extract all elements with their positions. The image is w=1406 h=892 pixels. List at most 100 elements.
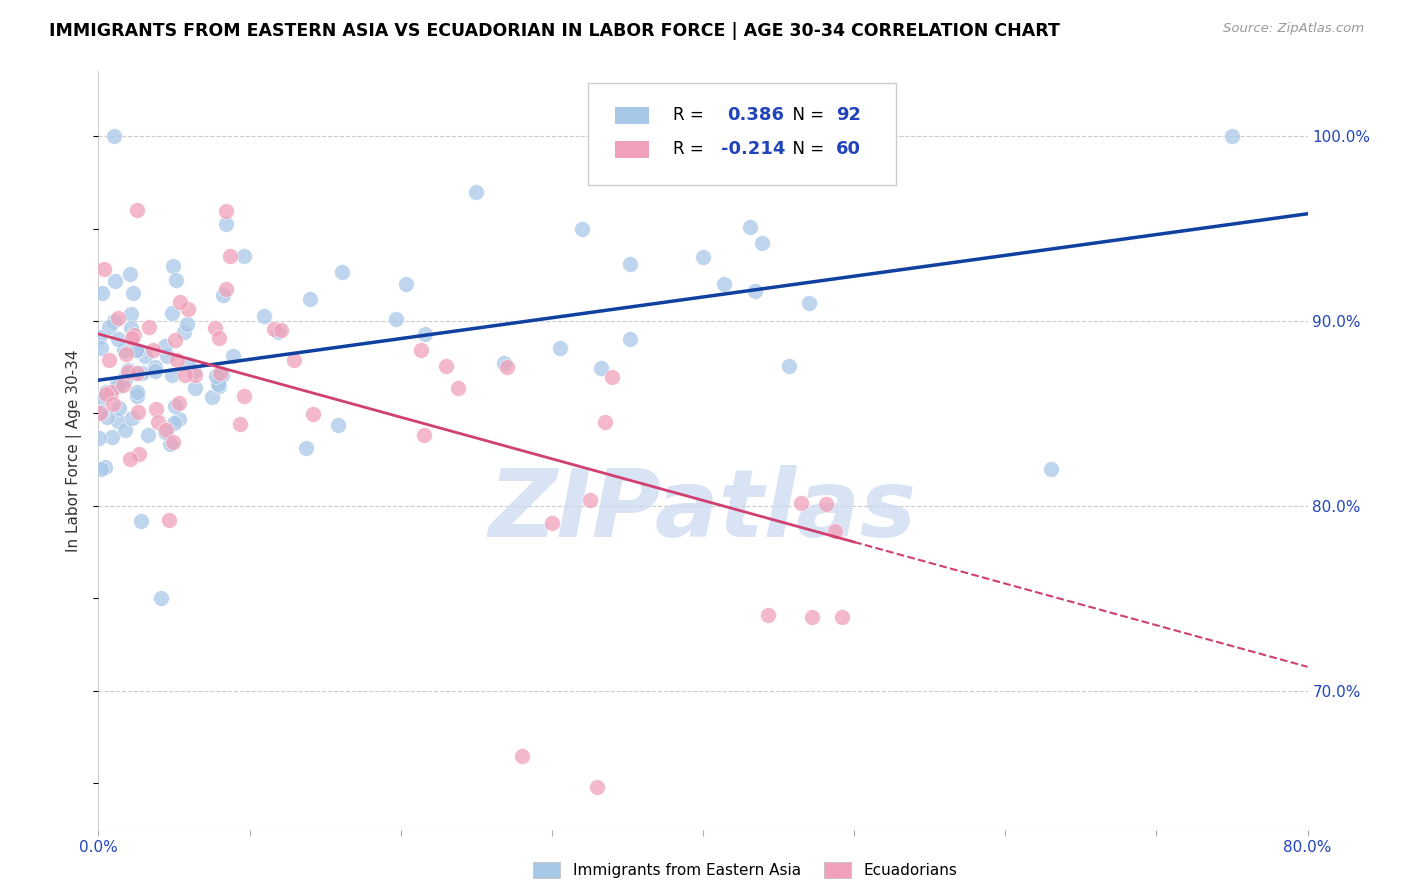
Point	[101, 397, 124, 411]
Point	[571, 221, 593, 235]
Point	[163, 333, 186, 347]
Point	[103, 314, 125, 328]
Text: N =: N =	[782, 106, 830, 124]
Point	[385, 312, 408, 326]
Point	[1220, 129, 1243, 144]
Point	[89, 330, 111, 344]
Point	[122, 327, 145, 342]
Point	[128, 447, 150, 461]
Point	[222, 349, 245, 363]
Point	[117, 365, 139, 379]
Point	[107, 311, 129, 326]
Point	[326, 417, 349, 432]
Point	[157, 513, 180, 527]
Point	[165, 272, 187, 286]
FancyBboxPatch shape	[614, 141, 650, 158]
Point	[146, 416, 169, 430]
Point	[127, 202, 149, 217]
Point	[96, 409, 118, 424]
Point	[295, 442, 318, 456]
Legend: Immigrants from Eastern Asia, Ecuadorians: Immigrants from Eastern Asia, Ecuadorian…	[527, 856, 963, 884]
Point	[127, 366, 149, 380]
Point	[125, 343, 148, 357]
FancyBboxPatch shape	[614, 107, 650, 124]
Point	[205, 369, 228, 384]
Point	[778, 359, 800, 373]
Point	[155, 423, 177, 437]
Point	[87, 431, 110, 445]
Point	[142, 343, 165, 357]
Point	[159, 437, 181, 451]
Point	[253, 309, 276, 323]
Point	[125, 389, 148, 403]
Point	[413, 428, 436, 442]
Point	[409, 343, 432, 357]
Text: N =: N =	[782, 140, 830, 159]
Point	[165, 399, 187, 413]
Point	[167, 396, 190, 410]
Point	[153, 425, 176, 439]
Point	[211, 288, 233, 302]
Point	[127, 384, 149, 399]
Point	[107, 332, 129, 346]
Point	[107, 379, 129, 393]
Point	[298, 292, 321, 306]
Point	[107, 401, 129, 415]
Point	[602, 370, 624, 384]
Point	[176, 317, 198, 331]
Point	[134, 350, 156, 364]
Point	[100, 384, 122, 399]
Point	[183, 368, 205, 383]
Point	[495, 360, 517, 375]
Point	[204, 320, 226, 334]
Point	[90, 405, 112, 419]
Point	[434, 359, 457, 373]
Point	[107, 414, 129, 428]
Text: Source: ZipAtlas.com: Source: ZipAtlas.com	[1223, 22, 1364, 36]
Point	[579, 492, 602, 507]
Point	[162, 259, 184, 273]
Point	[756, 607, 779, 622]
Point	[233, 389, 256, 403]
Point	[149, 591, 172, 606]
Point	[105, 377, 128, 392]
Point	[183, 364, 205, 378]
Point	[121, 331, 143, 345]
Point	[163, 416, 186, 430]
Point	[263, 322, 285, 336]
Point	[395, 277, 418, 291]
Point	[94, 384, 117, 399]
Point	[131, 366, 153, 380]
Text: ZIPatlas: ZIPatlas	[489, 465, 917, 558]
Point	[94, 387, 117, 401]
Point	[593, 415, 616, 429]
Point	[619, 257, 641, 271]
Point	[100, 429, 122, 443]
Point	[155, 339, 177, 353]
Point	[790, 496, 813, 510]
Point	[548, 341, 571, 355]
Point	[465, 185, 488, 199]
Text: R =: R =	[672, 106, 709, 124]
Point	[177, 358, 200, 372]
Point	[283, 353, 305, 368]
Point	[138, 319, 160, 334]
Point	[540, 516, 562, 530]
Point	[90, 392, 112, 406]
Point	[120, 307, 142, 321]
Point	[162, 368, 184, 383]
Point	[156, 350, 179, 364]
Point	[143, 359, 166, 374]
Point	[127, 343, 149, 357]
Point	[136, 428, 159, 442]
Point	[121, 411, 143, 425]
Point	[122, 366, 145, 380]
Point	[413, 327, 436, 342]
Point	[120, 321, 142, 335]
Point	[619, 333, 641, 347]
Point	[169, 412, 191, 426]
Point	[207, 377, 229, 392]
Point	[586, 780, 609, 794]
Point	[143, 363, 166, 377]
Text: R =: R =	[672, 140, 709, 159]
